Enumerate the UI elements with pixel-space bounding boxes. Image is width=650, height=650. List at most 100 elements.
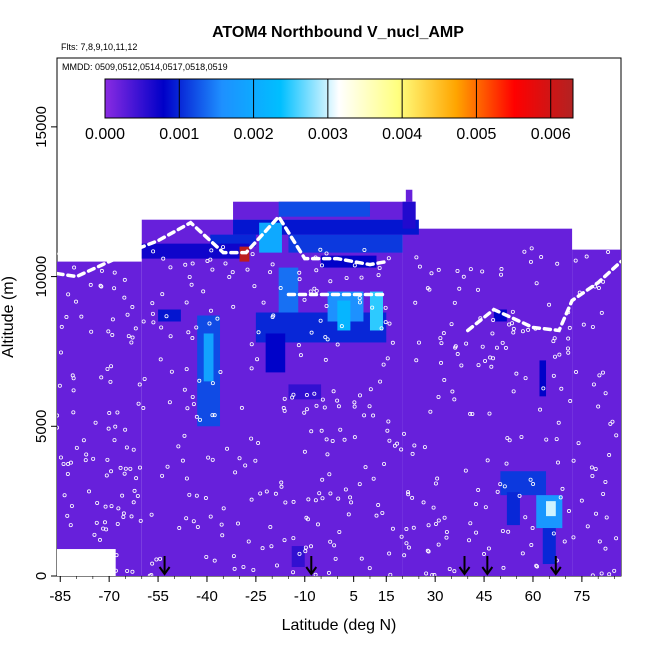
chart-title: ATOM4 Northbound V_nucl_AMP (212, 24, 464, 41)
sample-point (87, 489, 92, 494)
sample-point (551, 339, 556, 344)
sample-point (81, 438, 86, 443)
heatmap-cell (203, 333, 214, 382)
background-curtain (572, 249, 621, 576)
sample-point (291, 536, 296, 541)
sample-point (367, 566, 372, 571)
sample-point (399, 534, 404, 539)
sample-point (406, 492, 411, 497)
sample-point (102, 520, 107, 525)
sample-point (606, 250, 611, 255)
sample-point (141, 406, 146, 411)
sample-point (449, 322, 454, 327)
sample-point (607, 572, 612, 576)
sample-point (184, 476, 189, 481)
sample-point (385, 356, 390, 361)
sample-point (84, 452, 89, 457)
sample-point (324, 303, 329, 308)
sample-point (318, 318, 323, 323)
sample-point (231, 554, 236, 559)
sample-point (112, 286, 117, 291)
sample-point (566, 509, 571, 514)
sample-point (467, 538, 472, 543)
sample-point (565, 346, 570, 351)
sample-point (589, 465, 594, 470)
sample-point (426, 549, 431, 554)
sample-point (195, 524, 200, 529)
sample-point (129, 340, 134, 345)
sample-point (319, 263, 324, 268)
sample-point (551, 531, 556, 536)
colorbar-tick-label: 0.004 (382, 126, 422, 143)
sample-point (442, 515, 447, 520)
sample-point (431, 505, 436, 510)
sample-point (404, 541, 409, 546)
sample-point (603, 479, 608, 484)
sample-point (133, 326, 138, 331)
sample-point (59, 324, 64, 329)
sample-point (122, 277, 127, 282)
heatmap-cell (210, 234, 256, 247)
sample-point (149, 512, 154, 517)
sample-point (184, 367, 189, 372)
sample-point (463, 468, 468, 473)
sample-point (376, 503, 381, 508)
sample-point (402, 553, 407, 558)
sample-point (108, 379, 113, 384)
sample-point (338, 427, 343, 432)
sample-point (93, 420, 98, 425)
sample-point (395, 441, 400, 446)
sample-point (66, 292, 71, 297)
sample-point (581, 322, 586, 327)
sample-point (137, 465, 142, 470)
sample-point (317, 491, 322, 496)
heatmap-cell (278, 201, 370, 217)
x-tick-label: -10 (294, 588, 316, 605)
sample-point (258, 491, 263, 496)
sample-point (209, 248, 214, 253)
sample-point (74, 299, 79, 304)
sample-point (245, 267, 250, 272)
sample-point (255, 357, 260, 362)
x-tick-label: -25 (245, 588, 267, 605)
sample-point (504, 461, 509, 466)
x-tick-label: 75 (574, 588, 591, 605)
sample-point (404, 527, 409, 532)
sample-point (95, 500, 100, 505)
sample-point (349, 500, 354, 505)
sample-point (151, 249, 156, 254)
sample-point (547, 302, 552, 307)
sample-point (557, 352, 562, 357)
sample-point (125, 568, 130, 573)
sample-point (514, 371, 519, 376)
sample-point (79, 314, 84, 319)
sample-point (333, 556, 338, 561)
sample-point (297, 277, 302, 282)
sample-point (436, 394, 441, 399)
sample-point (328, 491, 333, 496)
sample-point (378, 379, 383, 384)
sample-point (382, 462, 387, 467)
sample-point (98, 283, 103, 288)
y-tick-label: 5000 (33, 410, 50, 443)
sample-point (187, 274, 192, 279)
sample-point (241, 564, 246, 569)
sample-point (204, 554, 209, 559)
sample-point (131, 500, 136, 505)
sample-point (330, 438, 335, 443)
sample-point (414, 255, 419, 260)
sample-point (142, 376, 147, 381)
sample-point (568, 399, 573, 404)
sample-point (490, 331, 495, 336)
sample-point (180, 458, 185, 463)
sample-point (520, 329, 525, 334)
sample-point (459, 363, 464, 368)
sample-point (264, 489, 269, 494)
sample-point (590, 474, 595, 479)
x-axis-label: Latitude (deg N) (282, 617, 397, 634)
sample-point (105, 247, 110, 252)
sample-point (184, 516, 189, 521)
sample-point (302, 410, 307, 415)
sample-point (279, 484, 284, 489)
sample-point (115, 410, 120, 415)
